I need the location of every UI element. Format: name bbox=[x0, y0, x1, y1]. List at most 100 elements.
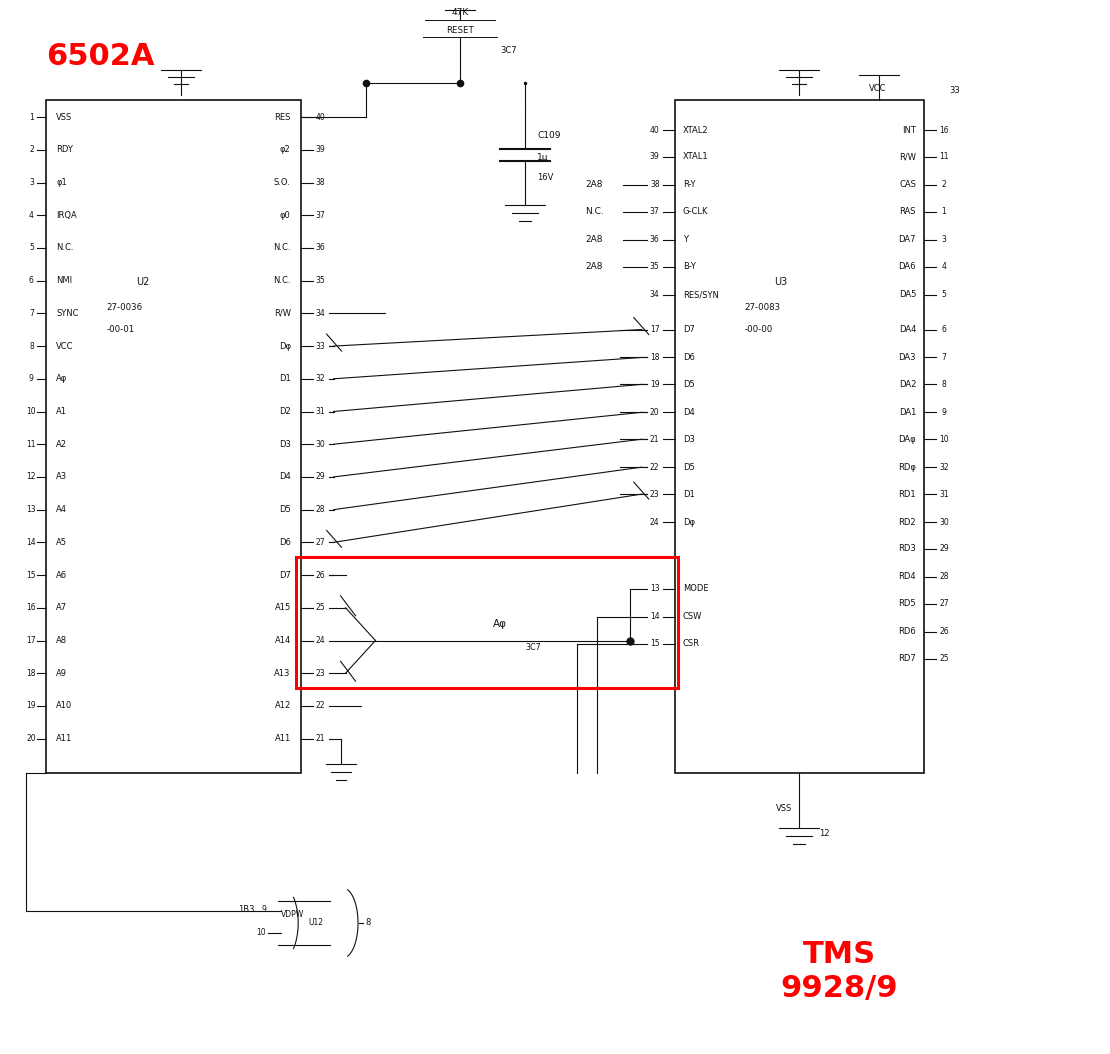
Text: 32: 32 bbox=[316, 374, 325, 384]
Text: VCC: VCC bbox=[57, 341, 74, 351]
Text: A7: A7 bbox=[57, 603, 68, 612]
Text: -00-01: -00-01 bbox=[107, 325, 134, 333]
Text: Dφ: Dφ bbox=[279, 341, 291, 351]
Text: N.C.: N.C. bbox=[57, 243, 74, 253]
Text: D6: D6 bbox=[279, 538, 291, 547]
Text: 11: 11 bbox=[27, 440, 37, 449]
Text: 8: 8 bbox=[29, 341, 33, 351]
Text: 22: 22 bbox=[650, 463, 659, 471]
Text: D7: D7 bbox=[683, 325, 695, 334]
Text: DA4: DA4 bbox=[899, 325, 916, 334]
Text: Y: Y bbox=[683, 235, 688, 245]
Text: 26: 26 bbox=[316, 570, 325, 580]
Text: 31: 31 bbox=[316, 407, 325, 416]
Text: RD5: RD5 bbox=[898, 600, 916, 608]
Text: XTAL2: XTAL2 bbox=[683, 125, 708, 135]
Text: G-CLK: G-CLK bbox=[683, 208, 708, 216]
Text: RES/SYN: RES/SYN bbox=[683, 290, 718, 299]
Text: 32: 32 bbox=[939, 463, 949, 471]
Text: 3: 3 bbox=[941, 235, 947, 245]
Text: 12: 12 bbox=[27, 472, 37, 482]
Text: 19: 19 bbox=[650, 379, 659, 389]
Text: CSR: CSR bbox=[683, 639, 699, 648]
Text: 13: 13 bbox=[650, 584, 659, 593]
Text: 2A8: 2A8 bbox=[585, 180, 603, 190]
Text: DAφ: DAφ bbox=[898, 434, 916, 444]
Text: 40: 40 bbox=[649, 125, 659, 135]
Text: NMI: NMI bbox=[57, 276, 72, 286]
Text: 47K: 47K bbox=[452, 8, 468, 17]
Text: 10: 10 bbox=[939, 434, 949, 444]
Text: 27: 27 bbox=[316, 538, 325, 547]
Text: 37: 37 bbox=[315, 211, 325, 219]
Text: 20: 20 bbox=[650, 408, 659, 416]
Text: 15: 15 bbox=[27, 570, 37, 580]
Text: R/W: R/W bbox=[899, 153, 916, 161]
Text: N.C.: N.C. bbox=[273, 276, 291, 286]
Text: 40: 40 bbox=[315, 113, 325, 121]
Text: 25: 25 bbox=[939, 655, 949, 663]
Text: 7: 7 bbox=[941, 353, 947, 362]
Text: A15: A15 bbox=[274, 603, 291, 612]
Text: 1: 1 bbox=[941, 208, 947, 216]
Text: 19: 19 bbox=[27, 701, 37, 710]
Text: D5: D5 bbox=[683, 463, 695, 471]
Text: 14: 14 bbox=[27, 538, 37, 547]
Text: D1: D1 bbox=[683, 490, 695, 499]
Text: 8: 8 bbox=[941, 379, 947, 389]
Text: 34: 34 bbox=[315, 309, 325, 318]
Text: 17: 17 bbox=[650, 325, 659, 334]
Text: 36: 36 bbox=[315, 243, 325, 253]
Text: 20: 20 bbox=[27, 735, 37, 743]
Text: 38: 38 bbox=[316, 178, 325, 187]
Text: 21: 21 bbox=[316, 735, 325, 743]
Text: Aφ: Aφ bbox=[493, 619, 507, 628]
Bar bbox=[675, 100, 924, 774]
Text: 2: 2 bbox=[29, 145, 33, 154]
Text: SYNC: SYNC bbox=[57, 309, 79, 318]
Text: A4: A4 bbox=[57, 505, 68, 514]
Text: 10: 10 bbox=[27, 407, 37, 416]
Text: 13: 13 bbox=[27, 505, 37, 514]
Text: DA1: DA1 bbox=[899, 408, 916, 416]
Text: XTAL1: XTAL1 bbox=[683, 153, 708, 161]
Text: 17: 17 bbox=[27, 636, 37, 645]
Text: 23: 23 bbox=[316, 668, 325, 678]
Text: RD2: RD2 bbox=[898, 518, 916, 527]
Text: 34: 34 bbox=[649, 290, 659, 299]
Text: 35: 35 bbox=[315, 276, 325, 286]
Text: 16: 16 bbox=[939, 125, 949, 135]
Text: 3C7: 3C7 bbox=[525, 644, 541, 652]
Text: 6: 6 bbox=[941, 325, 947, 334]
Text: A5: A5 bbox=[57, 538, 68, 547]
Text: 28: 28 bbox=[316, 505, 325, 514]
Text: DA6: DA6 bbox=[899, 262, 916, 271]
Text: A11: A11 bbox=[274, 735, 291, 743]
Text: D7: D7 bbox=[279, 570, 291, 580]
Text: N.C.: N.C. bbox=[273, 243, 291, 253]
Text: 38: 38 bbox=[650, 180, 659, 190]
Text: A9: A9 bbox=[57, 668, 68, 678]
Text: 3: 3 bbox=[29, 178, 33, 187]
Text: 29: 29 bbox=[316, 472, 325, 482]
Text: 29: 29 bbox=[939, 545, 949, 553]
Text: N.C.: N.C. bbox=[585, 208, 604, 216]
Text: RD7: RD7 bbox=[898, 655, 916, 663]
Text: 23: 23 bbox=[650, 490, 659, 499]
Text: 15: 15 bbox=[650, 639, 659, 648]
Text: A6: A6 bbox=[57, 570, 68, 580]
Text: 9: 9 bbox=[29, 374, 33, 384]
Text: RDY: RDY bbox=[57, 145, 73, 154]
Text: 30: 30 bbox=[315, 440, 325, 449]
Text: RD6: RD6 bbox=[898, 627, 916, 637]
Text: U12: U12 bbox=[309, 918, 323, 928]
Bar bbox=[295, 558, 678, 688]
Text: 6502A: 6502A bbox=[47, 42, 154, 72]
Text: VCC: VCC bbox=[869, 84, 887, 93]
Text: D6: D6 bbox=[683, 353, 695, 362]
Text: DA7: DA7 bbox=[899, 235, 916, 245]
Text: A11: A11 bbox=[57, 735, 72, 743]
Text: U3: U3 bbox=[775, 276, 788, 287]
Text: RD3: RD3 bbox=[898, 545, 916, 553]
Text: A1: A1 bbox=[57, 407, 68, 416]
